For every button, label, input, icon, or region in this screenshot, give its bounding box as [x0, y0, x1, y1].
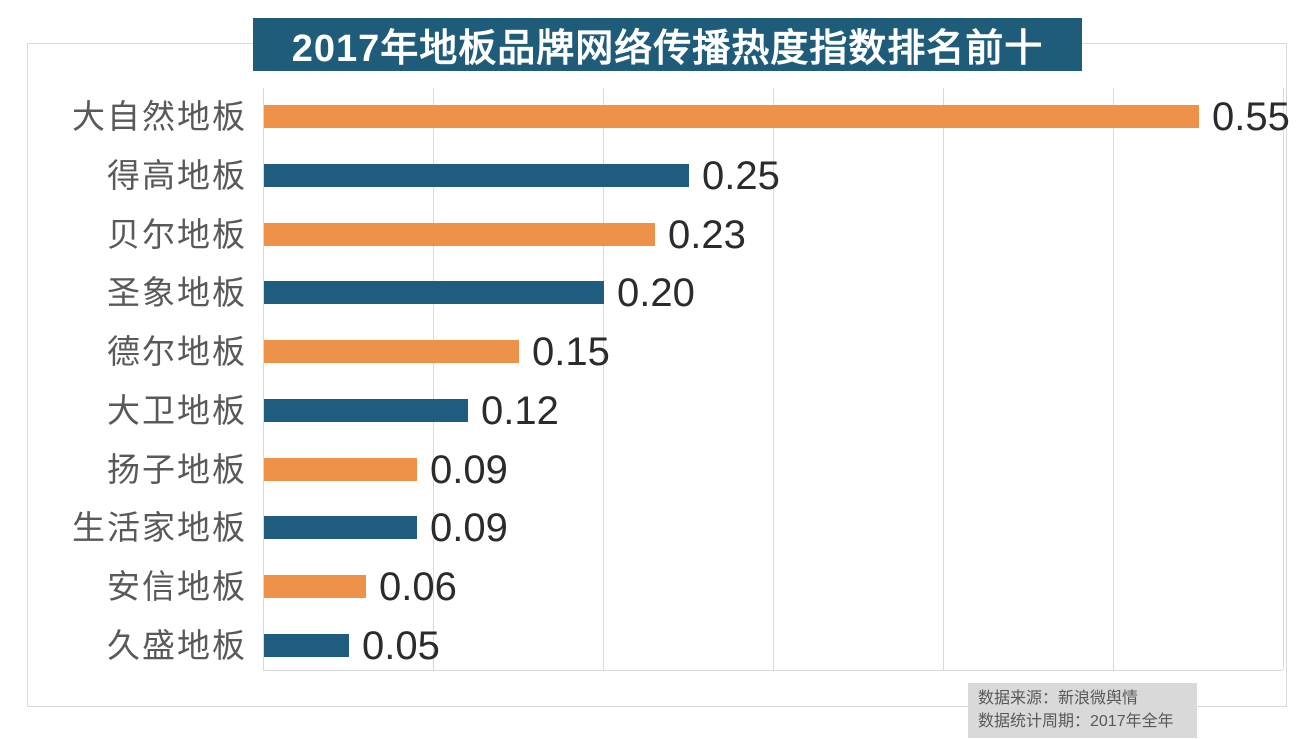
- bar: [264, 164, 689, 187]
- gridline-x-0.3: [773, 88, 774, 670]
- gridline-x-0.5: [1113, 88, 1114, 670]
- bar: [264, 223, 655, 246]
- category-label: 德尔地板: [107, 333, 247, 370]
- value-label: 0.23: [668, 213, 746, 257]
- value-label: 0.25: [702, 154, 780, 198]
- value-label: 0.05: [362, 624, 440, 668]
- gridline-x-0.0: [263, 88, 264, 670]
- bar: [264, 340, 519, 363]
- category-label: 大卫地板: [107, 392, 247, 429]
- category-label: 贝尔地板: [107, 216, 247, 253]
- chart-title: 2017年地板品牌网络传播热度指数排名前十: [253, 18, 1082, 71]
- gridline-x-0.1: [433, 88, 434, 670]
- value-label: 0.15: [532, 330, 610, 374]
- source-line-1: 数据来源：新浪微舆情: [978, 690, 1139, 707]
- category-label: 安信地板: [107, 568, 247, 605]
- bar: [264, 281, 604, 304]
- value-label: 0.09: [430, 448, 508, 492]
- category-label: 扬子地板: [107, 451, 247, 488]
- bar: [264, 634, 349, 657]
- gridline-x-0.4: [943, 88, 944, 670]
- value-label: 0.09: [430, 506, 508, 550]
- bar: [264, 516, 417, 539]
- bar: [264, 575, 366, 598]
- category-label: 久盛地板: [107, 627, 247, 664]
- category-label: 得高地板: [107, 157, 247, 194]
- source-line-2: 数据统计周期：2017年全年: [978, 713, 1174, 730]
- value-label: 0.12: [481, 389, 559, 433]
- bar: [264, 105, 1199, 128]
- gridline-x-0.6: [1283, 88, 1284, 670]
- bar: [264, 399, 468, 422]
- gridline-x-0.2: [603, 88, 604, 670]
- plot-area: [263, 88, 1284, 671]
- category-label: 圣象地板: [107, 274, 247, 311]
- value-label: 0.55: [1212, 95, 1290, 139]
- category-label: 生活家地板: [72, 509, 247, 546]
- value-label: 0.06: [379, 565, 457, 609]
- bar: [264, 458, 417, 481]
- source-note-box: 数据来源：新浪微舆情 数据统计周期：2017年全年: [968, 683, 1197, 738]
- value-label: 0.20: [617, 271, 695, 315]
- category-label: 大自然地板: [72, 98, 247, 135]
